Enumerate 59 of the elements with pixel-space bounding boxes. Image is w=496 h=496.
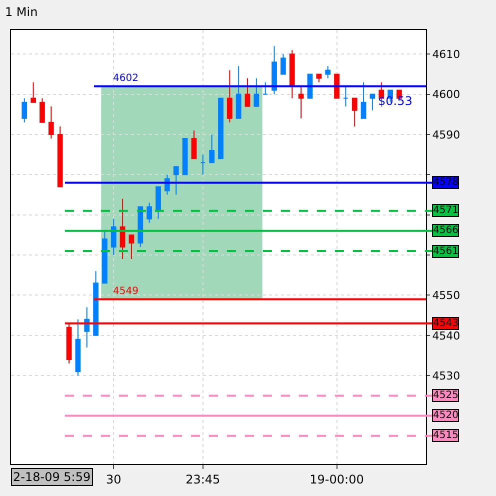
candlestick <box>226 70 232 123</box>
candlestick <box>370 94 376 111</box>
candlestick <box>48 106 54 139</box>
y-tick-label: 4610 <box>432 48 460 61</box>
candlestick <box>173 166 179 196</box>
ref-line-label: 4571 <box>433 205 458 216</box>
candlestick <box>84 306 90 348</box>
candlestick <box>272 46 277 95</box>
candlestick <box>289 50 295 99</box>
ref-line-label: 4566 <box>433 225 458 236</box>
candlestick <box>236 66 242 119</box>
candlestick <box>110 218 116 256</box>
chart-title: 1 Min <box>4 4 38 19</box>
ref-line-label: 4515 <box>433 430 458 441</box>
y-tick-label: 4530 <box>432 369 460 382</box>
x-tick-label: 19-00:00 <box>310 472 364 486</box>
y-tick-label: 4590 <box>432 128 460 142</box>
candlestick <box>102 230 108 284</box>
y-tick-label: 4550 <box>432 289 460 302</box>
candlestick <box>182 138 188 176</box>
candlestick <box>40 98 45 123</box>
candlestick <box>30 82 36 103</box>
ref-line-label: 4561 <box>433 246 458 257</box>
y-tick-label: 4600 <box>432 88 460 102</box>
candlestick <box>352 98 358 127</box>
ref-line-label: 4543 <box>433 318 458 329</box>
candlestick <box>120 198 126 260</box>
ref-line-label: 4520 <box>433 410 458 421</box>
candlestick <box>146 202 152 224</box>
annotation: $0.53 <box>378 94 412 108</box>
candlestick <box>138 206 144 248</box>
ref-line-label: 4578 <box>433 177 458 188</box>
candlestick <box>57 126 63 188</box>
candlestick <box>244 78 250 107</box>
candlestick <box>200 154 206 176</box>
candlestick <box>360 82 366 119</box>
candlestick <box>156 186 161 220</box>
text: 2-18-09 5:59 <box>13 470 91 484</box>
candlestick <box>128 234 134 260</box>
candlestick <box>191 130 197 160</box>
candlestick <box>316 74 322 83</box>
candlestick <box>218 98 224 160</box>
candlestick <box>342 86 348 107</box>
ref-line-label: 4549 <box>113 286 138 297</box>
candlestick <box>334 74 340 99</box>
candlestick <box>75 318 81 376</box>
x-tick-label: 30 <box>106 472 122 486</box>
y-tick-label: 4540 <box>432 329 460 342</box>
candlestick <box>93 270 98 336</box>
ref-line-label: 4602 <box>113 73 138 84</box>
candlestick <box>262 82 268 95</box>
candlestick <box>280 54 286 75</box>
candlestick <box>325 66 331 79</box>
ref-line-label: 4525 <box>433 390 458 401</box>
x-tick-label: 23:45 <box>186 472 220 486</box>
candlestick <box>22 98 28 123</box>
candlestick <box>254 78 260 107</box>
candlestick <box>209 134 214 164</box>
candlestick <box>298 86 304 119</box>
